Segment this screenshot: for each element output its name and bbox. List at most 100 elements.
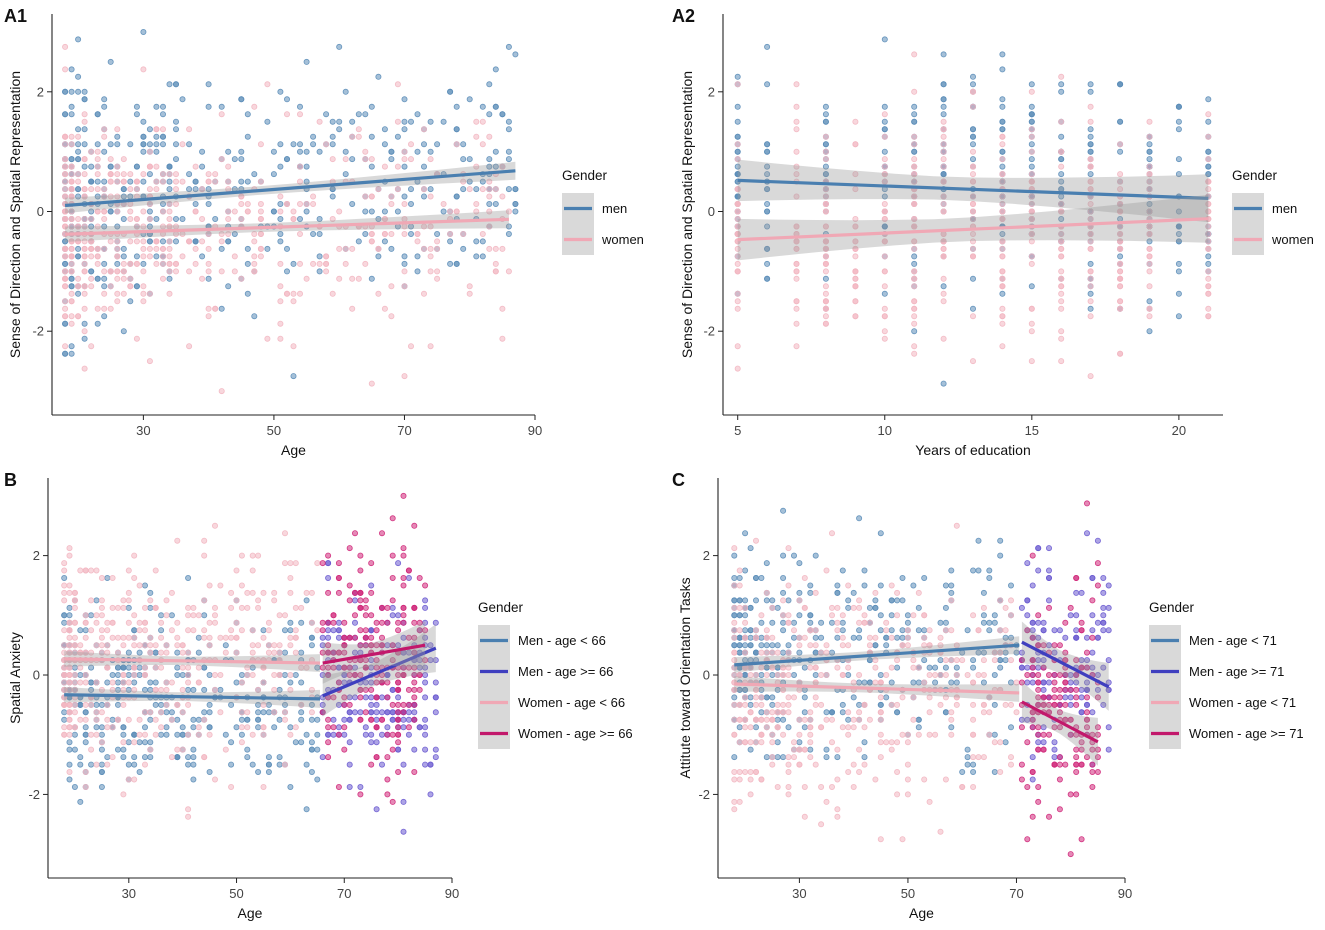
data-point (342, 245, 349, 252)
data-point (388, 313, 395, 320)
data-point (405, 716, 412, 723)
data-point (822, 111, 829, 118)
data-point (881, 328, 888, 335)
data-point (991, 612, 998, 619)
data-point (68, 290, 75, 297)
data-point (1046, 813, 1053, 820)
data-point (758, 672, 765, 679)
data-point (1058, 88, 1065, 95)
data-point (319, 627, 326, 634)
data-point (336, 275, 343, 282)
data-point (355, 238, 362, 245)
data-point (68, 350, 75, 357)
data-point (1028, 260, 1035, 267)
data-point (271, 672, 278, 679)
data-point (212, 178, 219, 185)
data-point (66, 672, 73, 679)
data-point (81, 245, 88, 252)
data-point (62, 141, 69, 148)
data-point (159, 133, 166, 140)
data-point (911, 275, 918, 282)
data-point (88, 612, 95, 619)
data-point (75, 193, 82, 200)
data-point (785, 672, 792, 679)
data-point (904, 776, 911, 783)
data-point (146, 290, 153, 297)
data-point (225, 283, 232, 290)
data-point (147, 739, 154, 746)
data-point (801, 694, 808, 701)
data-point (1078, 836, 1085, 843)
data-point (1058, 238, 1065, 245)
data-point (228, 784, 235, 791)
data-point (277, 88, 284, 95)
data-point (997, 769, 1004, 776)
data-point (388, 148, 395, 155)
data-point (1028, 81, 1035, 88)
data-point (999, 283, 1006, 290)
data-point (796, 642, 803, 649)
data-point (120, 253, 127, 260)
data-point (915, 627, 922, 634)
data-point (1024, 784, 1031, 791)
data-point (351, 530, 358, 537)
data-point (163, 642, 170, 649)
data-point (355, 111, 362, 118)
data-point (71, 634, 78, 641)
data-point (270, 208, 277, 215)
data-point (822, 275, 829, 282)
data-point (351, 589, 358, 596)
data-point (264, 335, 271, 342)
data-point (731, 731, 738, 738)
data-point (1058, 133, 1065, 140)
data-point (217, 634, 224, 641)
data-point (211, 612, 218, 619)
data-point (872, 634, 879, 641)
data-point (158, 612, 165, 619)
data-point (82, 731, 89, 738)
data-point (796, 731, 803, 738)
data-point (764, 171, 771, 178)
data-point (1089, 649, 1096, 656)
data-point (818, 821, 825, 828)
data-point (298, 739, 305, 746)
data-point (1089, 761, 1096, 768)
data-point (62, 88, 69, 95)
data-point (850, 589, 857, 596)
data-point (362, 111, 369, 118)
data-point (68, 223, 75, 230)
data-point (271, 597, 278, 604)
data-point (400, 716, 407, 723)
data-point (894, 709, 901, 716)
data-point (120, 178, 127, 185)
data-point (793, 163, 800, 170)
data-point (381, 163, 388, 170)
data-point (329, 156, 336, 163)
fit-line (65, 217, 509, 236)
data-point (1029, 664, 1036, 671)
data-point (61, 619, 68, 626)
data-point (769, 731, 776, 738)
y-tick-label: -2 (703, 324, 715, 339)
data-point (114, 290, 121, 297)
data-point (362, 724, 369, 731)
data-point (296, 111, 303, 118)
data-point (793, 320, 800, 327)
data-point (432, 679, 439, 686)
data-point (159, 238, 166, 245)
data-point (834, 619, 841, 626)
data-point (940, 193, 947, 200)
data-point (141, 731, 148, 738)
data-point (316, 215, 323, 222)
data-point (940, 96, 947, 103)
data-point (174, 754, 181, 761)
data-point (953, 657, 960, 664)
data-point (159, 103, 166, 110)
data-point (133, 335, 140, 342)
data-point (94, 223, 101, 230)
data-point (942, 664, 949, 671)
data-point (1146, 171, 1153, 178)
data-point (734, 215, 741, 222)
data-point (1094, 560, 1101, 567)
data-point (793, 81, 800, 88)
